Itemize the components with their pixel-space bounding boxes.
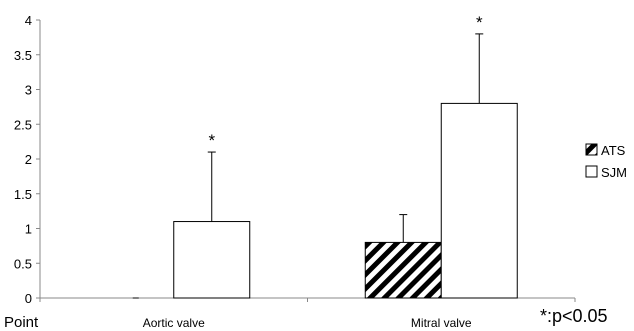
bar bbox=[173, 221, 251, 299]
y-tick-label: 4 bbox=[25, 13, 32, 28]
plot-area: 0 0.5 1 1.5 2 2.5 3 3.5 4 Aortic valve * Mitral val… bbox=[14, 13, 576, 330]
bar bbox=[364, 241, 442, 299]
y-tick-label: 2.5 bbox=[14, 117, 32, 132]
legend-swatch bbox=[585, 143, 598, 156]
legend-swatch bbox=[585, 165, 598, 178]
y-tick-label: 0 bbox=[25, 291, 32, 306]
x-axis-title: Point bbox=[4, 314, 39, 331]
y-tick-label: 1.5 bbox=[14, 187, 32, 202]
y-tick-label: 2 bbox=[25, 152, 32, 167]
y-tick-label: 3 bbox=[25, 83, 32, 98]
legend: ATS SJM bbox=[585, 143, 627, 180]
x-tick-label: Mitral valve bbox=[411, 316, 472, 330]
legend-label: ATS bbox=[601, 143, 626, 158]
y-tick-label: 1 bbox=[25, 222, 32, 237]
y-tick-label: 0.5 bbox=[14, 256, 32, 271]
significance-note: *:p<0.05 bbox=[540, 306, 608, 326]
y-tick-label: 3.5 bbox=[14, 48, 32, 63]
bar bbox=[440, 102, 518, 299]
x-tick-label: Aortic valve bbox=[143, 316, 205, 330]
legend-label: SJM bbox=[601, 165, 627, 180]
significance-star: * bbox=[476, 13, 483, 32]
significance-star: * bbox=[208, 131, 215, 150]
